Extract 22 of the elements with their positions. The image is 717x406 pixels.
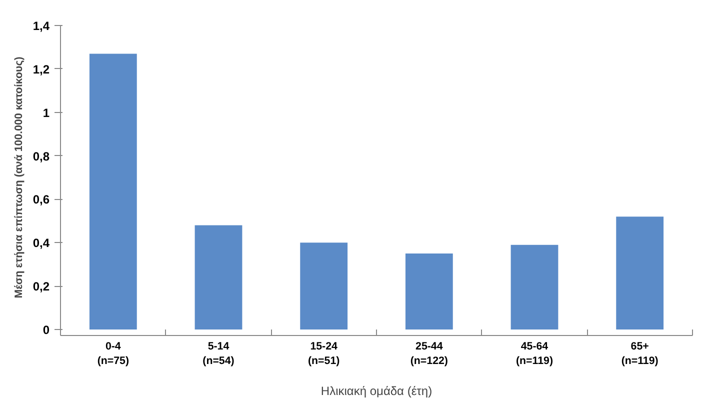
y-tick-label: 0,4 <box>32 236 50 250</box>
y-tick-label: 0,6 <box>32 192 50 207</box>
y-tick-label: 0,8 <box>32 149 50 164</box>
bar <box>405 254 453 330</box>
bar <box>194 225 242 330</box>
x-tick-label: 45-64 (n=119) <box>516 340 554 367</box>
y-tick-label: 1,4 <box>32 19 50 33</box>
x-tick-label: 65+ (n=119) <box>621 340 659 367</box>
y-tick-label: 0,2 <box>32 280 50 294</box>
y-tick-label: 1,2 <box>32 62 50 76</box>
x-tick-label: 5-14 (n=54) <box>202 340 235 367</box>
x-axis-title: Ηλικιακή ομάδα (έτη) <box>320 384 432 398</box>
bar <box>510 244 558 330</box>
bar <box>616 216 664 330</box>
y-tick-label: 1 <box>42 106 50 120</box>
x-tick-label: 25-44 (n=122) <box>410 340 448 367</box>
x-tick-label: 15-24 (n=51) <box>308 340 340 367</box>
y-tick-label: 0 <box>42 323 50 337</box>
bar <box>89 54 137 330</box>
x-tick-label: 0-4 (n=75) <box>97 340 130 367</box>
bar <box>300 242 348 330</box>
y-axis-title: Μέση ετήσια επίπτωση (ανά 100.000 κατοίκους) <box>12 56 25 298</box>
